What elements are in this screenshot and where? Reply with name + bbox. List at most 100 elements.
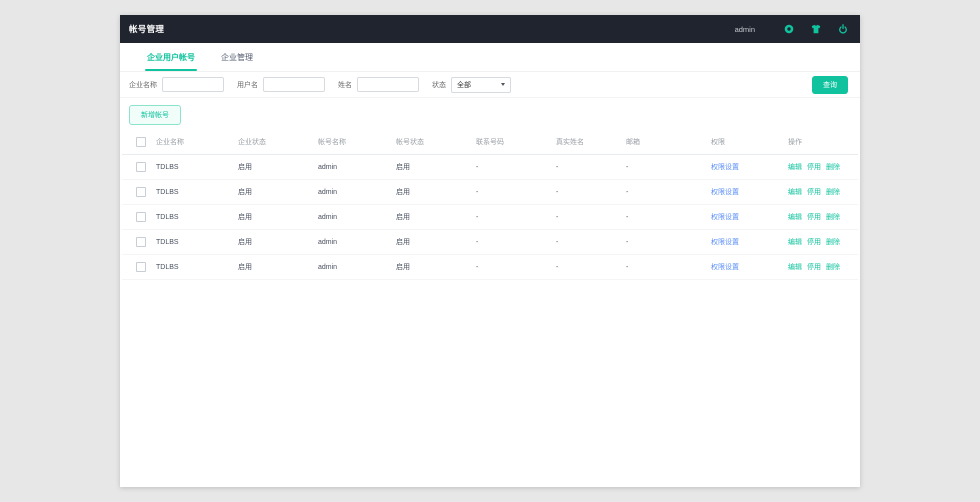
filter-label: 企业名称 [129,80,157,90]
table-cell: - [554,230,624,255]
table-cell: - [554,255,624,280]
main-panel: 帐号管理 admin 企业用户帐号企业管理 企业名称 用户名姓名 状态 全部 查询 新… [120,15,860,487]
table-cell: - [624,255,709,280]
edit-link[interactable]: 编辑 [788,189,802,196]
permission-settings-link[interactable]: 权限设置 [711,239,739,246]
filter-field: 用户名 [237,77,325,92]
disable-link[interactable]: 停用 [807,264,821,271]
chevron-down-icon [501,83,505,86]
power-icon[interactable] [838,24,848,34]
row-checkbox[interactable] [136,212,146,222]
tab-enterprise-user-accounts[interactable]: 企业用户帐号 [145,43,197,71]
permission-settings-link[interactable]: 权限设置 [711,214,739,221]
company-name-input[interactable] [162,77,224,92]
filter-field: 企业名称 [129,77,224,92]
select-all-checkbox[interactable] [136,137,146,147]
row-checkbox[interactable] [136,187,146,197]
table-cell: admin [316,180,394,205]
current-user-label[interactable]: admin [735,25,755,34]
permission-settings-link[interactable]: 权限设置 [711,164,739,171]
status-select[interactable]: 全部 [451,77,511,93]
settings-icon[interactable] [784,24,794,34]
permission-cell: 权限设置 [709,255,786,280]
table-row: TDLBS启用admin启用---权限设置编辑停用删除 [122,205,858,230]
row-checkbox-cell [122,155,154,180]
row-checkbox-cell [122,180,154,205]
table-row: TDLBS启用admin启用---权限设置编辑停用删除 [122,180,858,205]
actions-cell: 编辑停用删除 [786,180,858,205]
disable-link[interactable]: 停用 [807,164,821,171]
filter-label: 状态 [432,80,446,90]
table-cell: 启用 [394,255,474,280]
permission-cell: 权限设置 [709,155,786,180]
column-header: 企业名称 [154,130,236,155]
real-name-input[interactable] [357,77,419,92]
accounts-table: 企业名称企业状态帐号名称帐号状态联系号码真实姓名邮箱权限操作 TDLBS启用ad… [122,130,858,280]
table-cell: admin [316,255,394,280]
filter-fields: 企业名称 用户名姓名 状态 全部 [129,77,524,93]
table-cell: - [554,180,624,205]
table-cell: TDLBS [154,230,236,255]
table-cell: - [474,155,554,180]
delete-link[interactable]: 删除 [826,239,840,246]
actions-cell: 编辑停用删除 [786,205,858,230]
filter-field: 姓名 [338,77,419,92]
disable-link[interactable]: 停用 [807,214,821,221]
table-cell: TDLBS [154,155,236,180]
table-cell: 启用 [236,205,316,230]
table-cell: 启用 [394,205,474,230]
theme-icon[interactable] [811,24,821,34]
column-header: 权限 [709,130,786,155]
row-checkbox[interactable] [136,237,146,247]
table-cell: 启用 [236,230,316,255]
table-cell: - [474,255,554,280]
table-cell: - [624,180,709,205]
delete-link[interactable]: 删除 [826,214,840,221]
filter-field: 状态 全部 [432,77,511,93]
column-header: 真实姓名 [554,130,624,155]
table-row: TDLBS启用admin启用---权限设置编辑停用删除 [122,255,858,280]
add-account-button[interactable]: 新增帐号 [129,105,181,125]
username-input[interactable] [263,77,325,92]
table-cell: TDLBS [154,255,236,280]
topbar-right: admin [735,24,848,34]
permission-settings-link[interactable]: 权限设置 [711,264,739,271]
column-header: 操作 [786,130,858,155]
table-cell: TDLBS [154,205,236,230]
table-cell: - [624,205,709,230]
status-select-value: 全部 [457,80,471,90]
edit-link[interactable]: 编辑 [788,214,802,221]
table-cell: 启用 [394,230,474,255]
header-checkbox-cell [122,130,154,155]
row-checkbox-cell [122,230,154,255]
table-cell: 启用 [236,180,316,205]
permission-cell: 权限设置 [709,230,786,255]
actions-cell: 编辑停用删除 [786,255,858,280]
table-cell: - [554,205,624,230]
permission-cell: 权限设置 [709,180,786,205]
table-cell: 启用 [394,180,474,205]
disable-link[interactable]: 停用 [807,189,821,196]
table-cell: - [554,155,624,180]
column-header: 企业状态 [236,130,316,155]
permission-settings-link[interactable]: 权限设置 [711,189,739,196]
delete-link[interactable]: 删除 [826,264,840,271]
column-header: 联系号码 [474,130,554,155]
table-header-row: 企业名称企业状态帐号名称帐号状态联系号码真实姓名邮箱权限操作 [122,130,858,155]
table-cell: TDLBS [154,180,236,205]
row-checkbox-cell [122,255,154,280]
edit-link[interactable]: 编辑 [788,239,802,246]
topbar: 帐号管理 admin [120,15,860,43]
edit-link[interactable]: 编辑 [788,164,802,171]
row-checkbox[interactable] [136,162,146,172]
tab-enterprise-management[interactable]: 企业管理 [219,43,255,71]
delete-link[interactable]: 删除 [826,164,840,171]
table-cell: admin [316,155,394,180]
disable-link[interactable]: 停用 [807,239,821,246]
edit-link[interactable]: 编辑 [788,264,802,271]
row-checkbox[interactable] [136,262,146,272]
search-button[interactable]: 查询 [812,76,848,94]
table-cell: - [624,155,709,180]
actions-cell: 编辑停用删除 [786,155,858,180]
delete-link[interactable]: 删除 [826,189,840,196]
